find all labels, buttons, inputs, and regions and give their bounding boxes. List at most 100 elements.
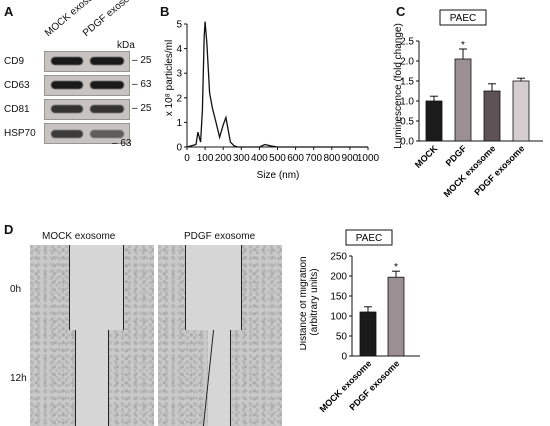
bar-chart-y-tick-label: 200: [330, 272, 347, 283]
significance-marker: *: [394, 262, 398, 273]
scratch-image-pdgf-0h: [158, 245, 282, 341]
significance-marker: *: [461, 40, 465, 51]
panel-letter-d: D: [4, 222, 14, 237]
size-chart-y-tick-label: 2: [176, 93, 182, 104]
migration-axes: 0 50 100 150 200 250: [330, 252, 420, 363]
blot-row-label-cd9: CD9: [4, 56, 25, 67]
bar-chart-y-tick-label: 150: [330, 292, 347, 303]
bar: [483, 90, 501, 142]
marker-cd63-value: 63: [140, 79, 152, 90]
band-hsp70-mock: [51, 130, 83, 138]
size-chart-xlabel: Size (nm): [257, 170, 300, 181]
scratch-gap: [208, 330, 230, 426]
blot-cd81: [44, 99, 130, 120]
blot-row-label-cd81: CD81: [4, 104, 30, 115]
luminescence-ylabel: Luminescence (fold change): [393, 23, 404, 149]
bar: [359, 311, 377, 357]
scratch-edge: [108, 330, 110, 426]
scratch-edge: [75, 330, 77, 426]
scratch-image-mock-0h: [30, 245, 154, 341]
band-cd9-mock: [51, 57, 83, 65]
size-chart-x-tick-label: 300: [233, 153, 250, 164]
blot-cd63: [44, 75, 130, 96]
marker-cd81-value: 25: [140, 103, 152, 114]
migration-title-box: [345, 229, 393, 246]
scratch-gap: [185, 245, 241, 341]
bar: [425, 100, 443, 142]
marker-cd63: – 63: [132, 79, 152, 90]
column-label-mock: MOCK exosome: [42, 231, 116, 242]
bar-chart-y-tick-label: 2.0: [400, 57, 414, 68]
category-label: MOCK exosome: [442, 143, 498, 199]
marker-cd81: – 25: [132, 103, 152, 114]
blot-hsp70: [44, 123, 130, 144]
size-chart-y-tick-label: 0: [176, 143, 182, 154]
marker-hsp70: – 63: [112, 138, 132, 149]
bar-chart-y-tick-label: 50: [336, 332, 348, 343]
size-chart-y-tick-label: 4: [176, 44, 182, 55]
luminescence-bar-chart: PAEC 0.0 0.5 1.0 1.5 2.0 2.5 Luminescence (fo…: [393, 9, 543, 199]
bar: [454, 58, 472, 142]
scratch-gap: [75, 330, 108, 426]
row-label-0h: 0h: [10, 284, 22, 295]
band-hsp70-pdgf: [90, 130, 124, 138]
scratch-gap: [69, 245, 123, 341]
bar-chart-y-tick-label: 1.0: [400, 97, 414, 108]
band-cd81-pdgf: [90, 105, 124, 113]
bar-chart-y-tick-label: 0: [341, 352, 347, 363]
scratch-image-mock-12h: [30, 330, 154, 426]
bar-chart-y-tick-label: 2.5: [400, 37, 414, 48]
category-label: MOCK: [413, 143, 440, 170]
migration-bars: MOCK exosome*PDGF exosome: [318, 262, 405, 414]
column-label-pdgf: PDGF exosome: [184, 231, 256, 242]
bar: [387, 276, 405, 357]
blot-row-label-cd63: CD63: [4, 80, 30, 91]
migration-ylabel: Distance of migration (arbitrary units): [300, 254, 320, 351]
marker-cd9-value: 25: [140, 55, 152, 66]
scratch-edge: [123, 245, 125, 341]
marker-hsp70-value: 63: [120, 138, 132, 149]
lane-label-pdgf: PDGF exosome: [80, 0, 143, 39]
size-chart-x-tick-label: 0: [184, 153, 190, 164]
scratch-edge: [185, 245, 187, 341]
luminescence-title-box: [439, 9, 487, 26]
migration-title: PAEC: [356, 233, 383, 244]
scratch-edge: [69, 245, 71, 341]
panel-letter-c: C: [396, 4, 406, 19]
migration-ylabel-line2: (arbitrary units): [309, 268, 320, 335]
panel-letter-b: B: [160, 4, 170, 19]
size-chart-y-tick-label: 1: [176, 118, 182, 129]
band-cd63-pdgf: [90, 81, 124, 89]
size-chart-y-tick-label: 5: [176, 20, 182, 31]
size-chart-x-tick-label: 900: [342, 153, 359, 164]
size-chart-x-tick-label: 1000: [357, 153, 380, 164]
band-cd63-mock: [51, 81, 83, 89]
category-label: PDGF exosome: [472, 143, 526, 197]
size-chart-x-tick-label: 400: [251, 153, 268, 164]
row-label-12h: 12h: [10, 373, 27, 384]
bar-chart-y-tick-label: 0.5: [400, 117, 414, 128]
marker-cd9: – 25: [132, 55, 152, 66]
size-chart-x-tick-label: 200: [215, 153, 232, 164]
kda-label: kDa: [117, 40, 135, 51]
category-label: PDGF exosome: [347, 358, 401, 412]
size-chart-x-tick-label: 800: [323, 153, 340, 164]
size-chart-x-tick-label: 100: [197, 153, 214, 164]
size-chart-y-tick-label: 3: [176, 69, 182, 80]
migration-ylabel-line1: Distance of migration: [300, 256, 309, 350]
bar-chart-y-tick-label: 100: [330, 312, 347, 323]
bar: [512, 80, 530, 142]
size-chart-x-tick-label: 500: [269, 153, 286, 164]
band-cd9-pdgf: [90, 57, 124, 65]
category-label: PDGF: [444, 143, 469, 168]
blot-row-label-hsp70: HSP70: [4, 128, 36, 139]
band-cd81-mock: [51, 105, 83, 113]
luminescence-title: PAEC: [450, 13, 477, 24]
blot-cd9: [44, 51, 130, 72]
bar-chart-y-tick-label: 0.0: [400, 137, 414, 148]
scratch-edge: [241, 245, 243, 341]
size-chart-ylabel: x 10⁸ particles/ml: [164, 40, 175, 116]
migration-bar-chart: PAEC 0 50 100 150 200 250 Distance of migrati…: [300, 229, 420, 414]
scratch-image-pdgf-12h: [158, 330, 282, 426]
